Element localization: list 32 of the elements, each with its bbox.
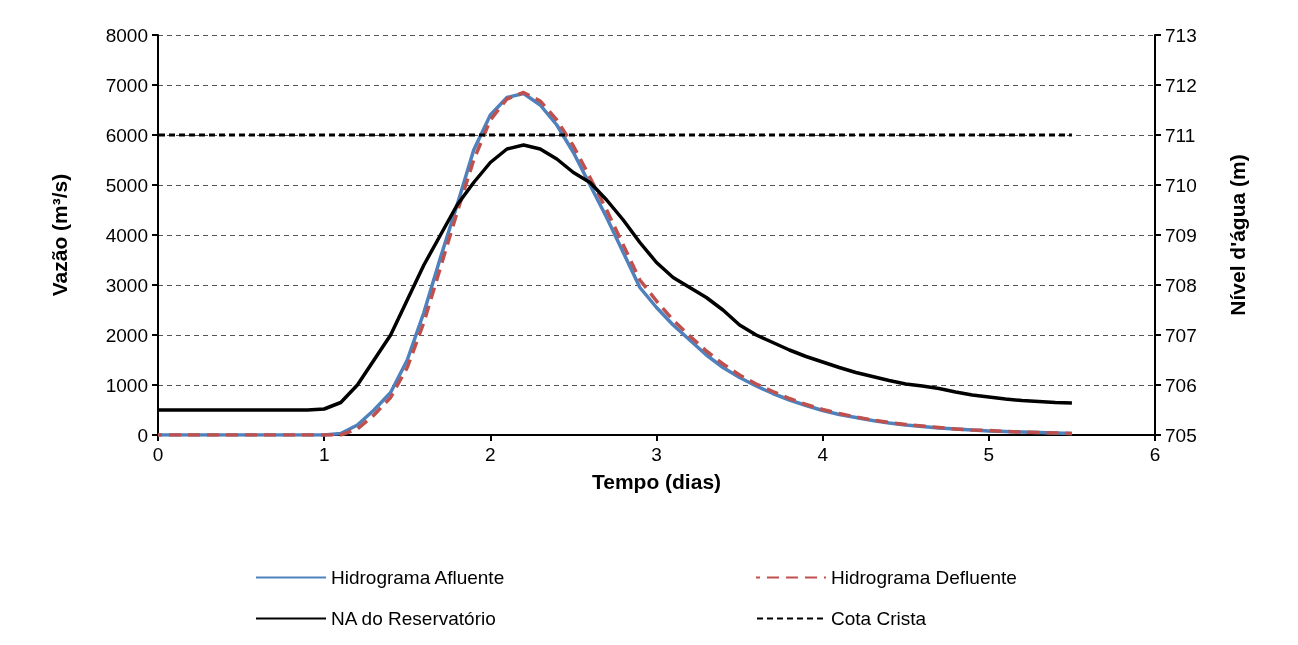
legend-label: NA do Reservatório bbox=[331, 608, 496, 629]
y2-tick-label: 712 bbox=[1165, 74, 1197, 96]
y-tick-label: 3000 bbox=[105, 274, 148, 296]
y2-tick-label: 705 bbox=[1165, 424, 1197, 446]
x-axis-title: Tempo (dias) bbox=[591, 470, 722, 493]
x-tick-label: 2 bbox=[485, 444, 496, 465]
y-axis-title: Vazão (m³/s) bbox=[48, 173, 71, 297]
x-tick-label: 0 bbox=[152, 444, 164, 465]
legend-label: Hidrograma Defluente bbox=[831, 567, 1017, 588]
y2-tick-label: 711 bbox=[1165, 124, 1196, 146]
y2-axis-title: Nível d'água (m) bbox=[1226, 154, 1249, 316]
y-tick-label: 1000 bbox=[105, 374, 148, 396]
y2-tick-label: 707 bbox=[1165, 324, 1197, 346]
y2-tick-label: 708 bbox=[1165, 274, 1197, 296]
y2-tick-label: 706 bbox=[1165, 374, 1197, 396]
x-tick-label: 6 bbox=[1149, 444, 1161, 465]
y2-tick-label: 709 bbox=[1165, 224, 1197, 246]
y2-tick-label: 713 bbox=[1165, 24, 1197, 46]
y-tick-label: 2000 bbox=[105, 324, 148, 346]
y-tick-label: 0 bbox=[137, 424, 148, 446]
x-tick-label: 5 bbox=[983, 444, 995, 465]
y-tick-label: 6000 bbox=[105, 124, 148, 146]
legend-label: Hidrograma Afluente bbox=[331, 567, 505, 588]
y-tick-label: 7000 bbox=[105, 74, 148, 96]
x-tick-label: 4 bbox=[817, 444, 829, 465]
y2-tick-label: 710 bbox=[1165, 174, 1197, 196]
legend-label: Cota Crista bbox=[831, 608, 927, 629]
x-tick-label: 1 bbox=[318, 444, 330, 465]
y-tick-label: 8000 bbox=[105, 24, 148, 46]
y-tick-label: 5000 bbox=[105, 174, 148, 196]
y-tick-label: 4000 bbox=[105, 224, 148, 246]
x-tick-label: 3 bbox=[651, 444, 662, 465]
